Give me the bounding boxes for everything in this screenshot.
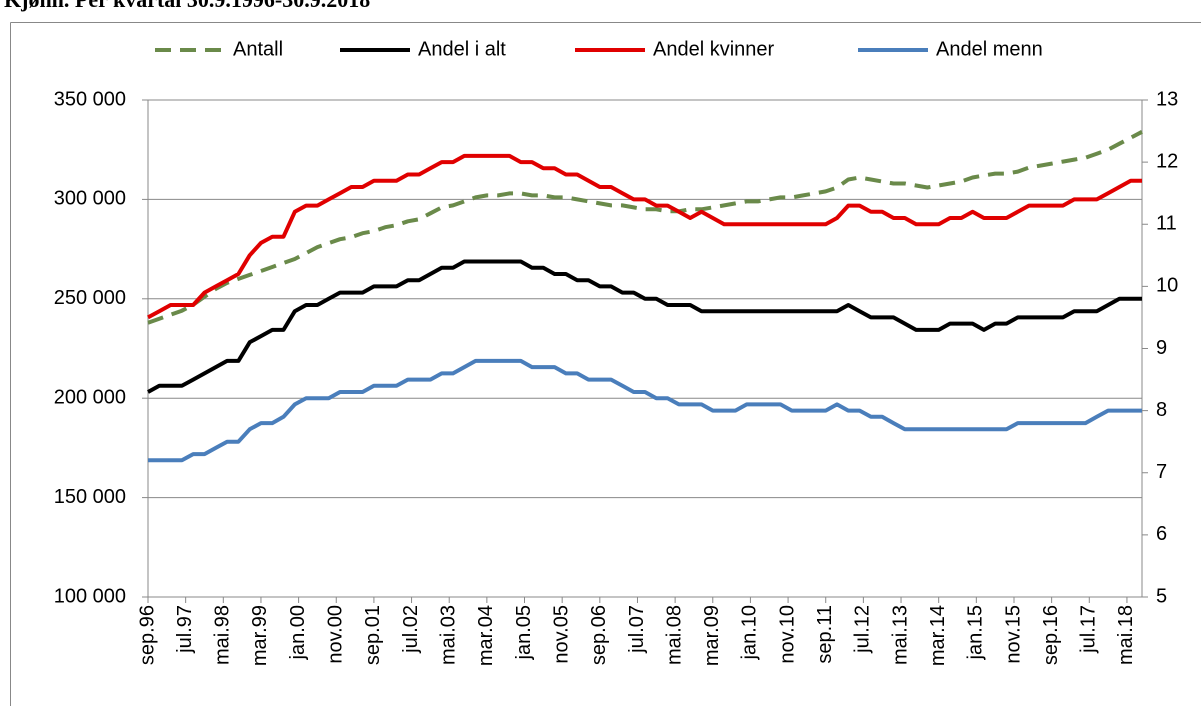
legend-label: Andel i alt bbox=[418, 38, 506, 60]
x-tick-label: mar.14 bbox=[927, 605, 949, 666]
x-tick-label: nov.00 bbox=[325, 605, 347, 664]
x-tick-label: mar.04 bbox=[475, 605, 497, 666]
x-tick-label: mar.09 bbox=[701, 605, 723, 666]
x-tick-label: mai.13 bbox=[889, 605, 911, 665]
legend-label: Andel kvinner bbox=[653, 38, 775, 60]
y2-tick-label: 10 bbox=[1156, 275, 1178, 297]
y-tick-label: 100 000 bbox=[54, 585, 126, 607]
x-tick-label: sep.06 bbox=[588, 605, 610, 665]
series-line bbox=[148, 358, 1142, 463]
x-tick-label: mar.99 bbox=[249, 605, 271, 666]
y2-tick-label: 6 bbox=[1156, 523, 1167, 545]
series-line bbox=[147, 130, 1143, 325]
y-tick-label: 350 000 bbox=[54, 88, 126, 110]
x-tick-label: sep.01 bbox=[362, 605, 384, 665]
x-tick-label: jul.17 bbox=[1078, 605, 1100, 654]
x-tick-label: nov.10 bbox=[776, 605, 798, 664]
y-tick-label: 250 000 bbox=[54, 287, 126, 309]
x-tick-label: jul.97 bbox=[174, 605, 196, 654]
y-tick-label: 150 000 bbox=[54, 486, 126, 508]
legend-label: Antall bbox=[233, 38, 283, 60]
x-tick-label: jul.07 bbox=[626, 605, 648, 654]
y-tick-label: 200 000 bbox=[54, 386, 126, 408]
series-line bbox=[147, 153, 1142, 320]
y2-tick-label: 8 bbox=[1156, 399, 1167, 421]
y2-tick-label: 7 bbox=[1156, 461, 1167, 483]
legend-label: Andel menn bbox=[936, 38, 1043, 60]
x-tick-label: sep.16 bbox=[1040, 605, 1062, 665]
x-tick-label: jan.10 bbox=[739, 605, 761, 661]
x-tick-label: mai.98 bbox=[212, 605, 234, 665]
y2-tick-label: 5 bbox=[1156, 585, 1167, 607]
x-tick-label: nov.05 bbox=[550, 605, 572, 664]
x-tick-label: sep.96 bbox=[136, 605, 158, 665]
x-tick-label: jan.15 bbox=[965, 605, 987, 661]
x-tick-label: jul.12 bbox=[852, 605, 874, 654]
x-tick-label: sep.11 bbox=[814, 605, 836, 664]
y-tick-label: 300 000 bbox=[54, 188, 126, 210]
x-tick-label: jul.02 bbox=[400, 605, 422, 654]
x-tick-label: mai.08 bbox=[663, 605, 685, 665]
x-tick-label: mai.03 bbox=[437, 605, 459, 665]
x-tick-label: mai.18 bbox=[1115, 605, 1137, 665]
y2-tick-label: 11 bbox=[1156, 213, 1177, 235]
y2-tick-label: 12 bbox=[1156, 150, 1178, 172]
series-line bbox=[147, 259, 1142, 394]
x-tick-label: nov.15 bbox=[1002, 605, 1024, 664]
x-tick-label: jan.05 bbox=[513, 605, 535, 661]
y2-tick-label: 9 bbox=[1156, 337, 1167, 359]
y2-tick-label: 13 bbox=[1156, 88, 1178, 110]
chart-title: Kjønn. Per kvartal 30.9.1996-30.9.2018 bbox=[4, 0, 370, 12]
x-tick-label: jan.00 bbox=[287, 605, 309, 661]
